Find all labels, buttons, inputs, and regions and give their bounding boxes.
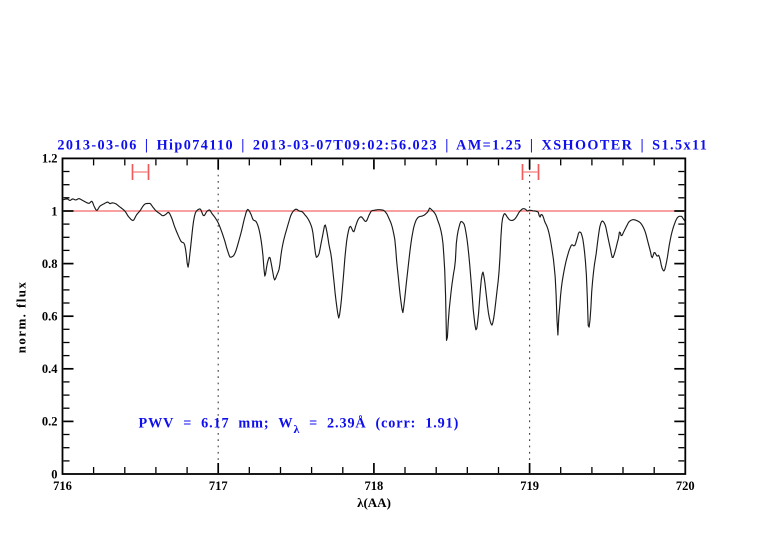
svg-text:0: 0: [51, 467, 57, 481]
svg-text:PWV = 6.17 mm; Wλ = 2.39: PWV = 6.17 mm; Wλ = 2.39Å (corr: 1.91): [139, 416, 460, 437]
svg-text:λ(AA): λ(AA): [357, 495, 391, 510]
svg-text:0.4: 0.4: [42, 362, 58, 376]
svg-text:720: 720: [676, 479, 695, 493]
svg-text:1.2: 1.2: [42, 152, 58, 166]
svg-text:0.6: 0.6: [42, 310, 58, 324]
svg-text:716: 716: [53, 479, 72, 493]
svg-text:norm. flux: norm. flux: [14, 281, 29, 354]
svg-text:2013-03-06 | Hip074110 | 2013-: 2013-03-06 | Hip074110 | 2013-03-07T09:0…: [57, 138, 708, 154]
svg-text:0.8: 0.8: [42, 257, 58, 271]
svg-text:0.2: 0.2: [42, 415, 58, 429]
svg-text:717: 717: [209, 479, 228, 493]
svg-text:1: 1: [51, 204, 57, 218]
svg-text:719: 719: [520, 479, 539, 493]
svg-text:718: 718: [365, 479, 384, 493]
